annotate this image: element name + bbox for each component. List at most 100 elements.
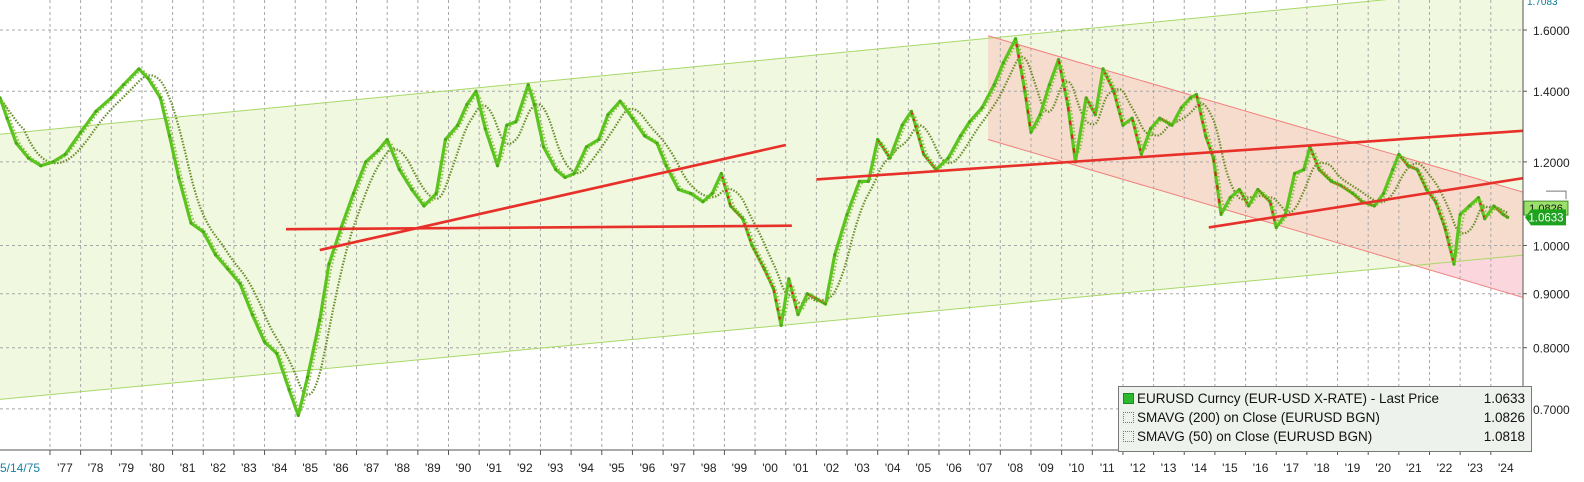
x-tick-label: '90 — [456, 461, 472, 475]
price-down-segment — [1423, 185, 1427, 188]
price-point — [505, 123, 509, 127]
price-point — [1066, 102, 1070, 107]
price-down-segment — [1403, 160, 1407, 163]
x-tick-label: '89 — [425, 461, 441, 475]
price-point — [1381, 191, 1386, 196]
x-tick-label: '19 — [1345, 461, 1361, 475]
price-down-segment — [1258, 190, 1261, 193]
y-tick-label: 0.8000 — [1533, 342, 1570, 356]
price-point — [1179, 106, 1183, 110]
price-point — [1170, 123, 1174, 127]
price-down-segment — [1065, 96, 1068, 101]
price-point — [434, 191, 438, 196]
price-point — [296, 413, 300, 418]
price-point — [1148, 127, 1153, 131]
x-tick-label: '04 — [885, 461, 901, 475]
downtrend-channel-upper-line — [987, 35, 1523, 193]
price-point — [514, 120, 518, 124]
price-point — [857, 179, 861, 183]
price-point — [909, 109, 914, 113]
price-down-segment — [754, 251, 757, 254]
price-down-segment — [747, 233, 750, 236]
price-down-segment — [1118, 112, 1122, 116]
price-down-segment — [1309, 148, 1313, 152]
uptrend-channel-lower-line — [0, 254, 1523, 400]
price-down-segment — [1105, 76, 1109, 79]
x-tick-label: '82 — [210, 461, 226, 475]
price-down-segment — [1021, 75, 1024, 80]
trend-line-1 — [286, 224, 792, 231]
price-point — [554, 167, 558, 172]
price-point — [845, 212, 849, 217]
price-down-segment — [877, 140, 881, 143]
price-point — [0, 96, 2, 100]
price-point — [876, 137, 880, 142]
price-point — [630, 116, 635, 120]
price-point — [1219, 212, 1223, 217]
x-tick-label: '13 — [1161, 461, 1177, 475]
price-point — [318, 318, 322, 322]
x-tick-label: '79 — [118, 461, 134, 475]
price-down-segment — [1315, 162, 1318, 165]
price-point — [787, 277, 791, 281]
price-down-segment — [1269, 202, 1272, 206]
x-tick-label: '97 — [670, 461, 686, 475]
x-tick-label: '78 — [88, 461, 104, 475]
price-point — [541, 145, 546, 149]
price-point — [1023, 89, 1027, 93]
x-tick-label: '09 — [1038, 461, 1054, 475]
price-down-segment — [881, 145, 884, 148]
price-point — [351, 191, 356, 196]
price-point — [1139, 152, 1143, 156]
price-down-segment — [1022, 85, 1026, 90]
price-down-segment — [1059, 69, 1063, 74]
price-point — [823, 302, 828, 306]
price-down-segment — [765, 273, 768, 276]
price-down-segment — [1131, 119, 1135, 123]
price-point — [287, 388, 291, 392]
x-tick-label: '02 — [824, 461, 840, 475]
price-down-segment — [1133, 126, 1136, 130]
price-down-segment — [1070, 134, 1074, 140]
price-down-segment — [1067, 106, 1070, 112]
price-down-segment — [1418, 173, 1421, 176]
price-down-segment — [923, 154, 926, 157]
price-point — [888, 156, 892, 160]
price-down-segment — [1480, 208, 1484, 212]
y-tick-label: 1.2000 — [1533, 156, 1570, 170]
price-down-segment — [1138, 148, 1142, 151]
x-tick-label: '86 — [333, 461, 349, 475]
price-point — [1391, 167, 1395, 172]
price-point — [900, 123, 904, 127]
price-down-segment — [1206, 141, 1210, 145]
price-point — [958, 134, 963, 138]
price-point — [1406, 164, 1410, 168]
trend-line-2 — [319, 143, 787, 252]
legend-item-sma200: SMAVG (200) on Close (EURUSD BGN) 1.0826 — [1123, 409, 1525, 427]
price-point — [1247, 204, 1251, 208]
price-point — [189, 221, 193, 225]
price-down-segment — [919, 144, 923, 148]
price-point — [664, 164, 668, 168]
price-down-segment — [1273, 218, 1276, 222]
last-price-badge — [1525, 209, 1566, 226]
price-point — [1476, 196, 1481, 200]
price-point — [526, 83, 530, 87]
price-point — [146, 76, 150, 80]
price-point — [710, 191, 714, 196]
price-point — [213, 253, 218, 257]
price-down-segment — [752, 247, 756, 251]
price-point — [1483, 217, 1487, 221]
x-tick-label: '22 — [1437, 461, 1453, 475]
x-tick-label: '94 — [578, 461, 594, 475]
price-down-segment — [1447, 243, 1451, 247]
price-down-segment — [1497, 209, 1500, 212]
price-down-segment — [1208, 147, 1212, 150]
x-tick-label: '01 — [793, 461, 809, 475]
legend-swatch-sma50 — [1123, 431, 1134, 442]
price-down-segment — [1354, 194, 1357, 197]
price-down-segment — [745, 228, 748, 231]
price-down-segment — [1063, 87, 1066, 92]
x-tick-label: '96 — [640, 461, 656, 475]
